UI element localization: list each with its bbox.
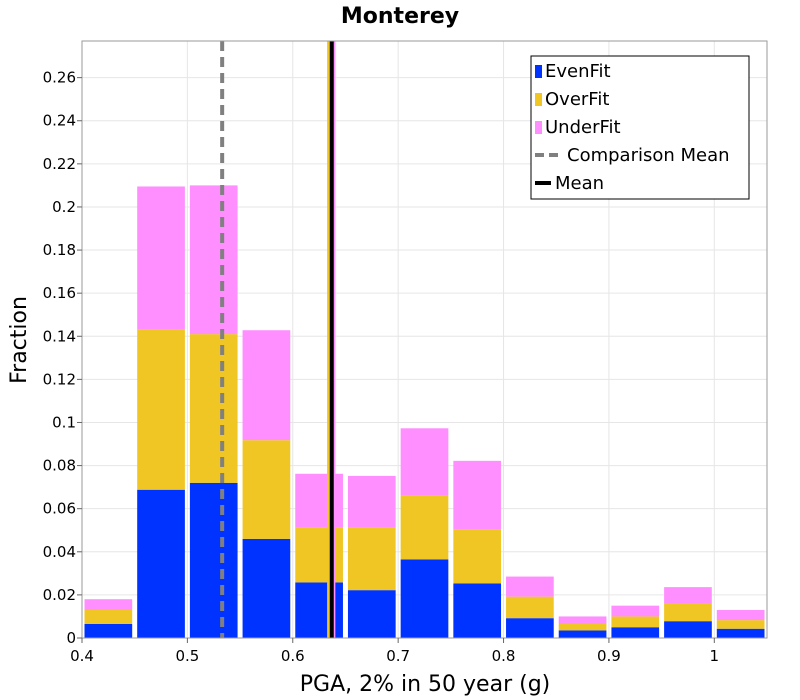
chart-title: Monterey xyxy=(341,4,459,29)
legend-swatch xyxy=(535,121,542,134)
y-tick-label: 0.1 xyxy=(52,413,76,431)
bar-evenfit xyxy=(295,582,343,638)
bar-evenfit xyxy=(453,583,502,638)
x-tick-label: 0.5 xyxy=(175,647,199,665)
reference-lines xyxy=(220,41,336,638)
x-tick-label: 0.6 xyxy=(281,647,305,665)
bar-evenfit xyxy=(716,628,765,638)
x-tick-label: 0.4 xyxy=(70,647,94,665)
bar-overfit xyxy=(716,620,765,629)
bar-overfit xyxy=(137,329,185,490)
bar-underfit xyxy=(189,185,238,335)
bar-underfit xyxy=(295,473,343,528)
bar-overfit xyxy=(664,603,712,622)
bar-overfit xyxy=(295,527,343,583)
bar-overfit xyxy=(558,623,607,631)
x-tick-label: 0.7 xyxy=(386,647,410,665)
legend-box xyxy=(530,55,750,200)
bar-evenfit xyxy=(189,482,238,638)
bar-overfit xyxy=(506,596,554,619)
y-tick-label: 0.26 xyxy=(43,69,76,87)
x-tick-label: 0.9 xyxy=(597,647,621,665)
x-axis-title: PGA, 2% in 50 year (g) xyxy=(300,672,551,697)
bar-underfit xyxy=(137,186,185,330)
x-tick-label: 0.8 xyxy=(492,647,516,665)
bar-evenfit xyxy=(506,618,554,638)
y-tick-label: 0.04 xyxy=(43,543,76,561)
bar-underfit xyxy=(347,475,396,528)
y-axis-title: Fraction xyxy=(7,296,32,384)
legend-label: Mean xyxy=(555,173,604,194)
legend-swatch xyxy=(535,93,542,106)
plot-area-frame xyxy=(81,40,768,639)
y-tick-label: 0.16 xyxy=(43,284,76,302)
bar-overfit xyxy=(242,440,291,539)
bar-underfit xyxy=(84,599,133,610)
legend-label: Comparison Mean xyxy=(567,145,730,166)
y-tick-label: 0.2 xyxy=(52,198,76,216)
bar-evenfit xyxy=(137,489,185,638)
y-tick-label: 0 xyxy=(66,629,76,647)
bar-evenfit xyxy=(400,559,449,638)
bar-evenfit xyxy=(611,627,660,638)
bar-evenfit xyxy=(84,623,133,638)
bar-underfit xyxy=(716,609,765,621)
legend-label: UnderFit xyxy=(545,117,621,138)
bar-evenfit xyxy=(347,590,396,638)
legend-label: OverFit xyxy=(545,89,609,110)
legend: EvenFit OverFit UnderFit Comparison Mean Mea… xyxy=(530,55,750,200)
x-axis: 0.4 0.5 0.6 0.7 0.8 0.9 1 xyxy=(70,638,719,665)
legend-swatch xyxy=(535,65,542,78)
bar-underfit xyxy=(558,616,607,624)
y-tick-label: 0.06 xyxy=(43,500,76,518)
y-axis: 0 0.02 0.04 0.06 0.08 0.1 0.12 0.14 0.16 0.18 0.2 0… xyxy=(43,69,82,647)
y-tick-label: 0.08 xyxy=(43,457,76,475)
bar-evenfit xyxy=(558,630,607,638)
y-tick-label: 0.22 xyxy=(43,155,76,173)
bar-overfit xyxy=(189,334,238,483)
bar-underfit xyxy=(611,605,660,617)
bar-underfit xyxy=(453,460,502,530)
bar-overfit xyxy=(453,529,502,584)
bar-evenfit xyxy=(664,621,712,638)
bar-underfit xyxy=(506,576,554,597)
y-tick-label: 0.18 xyxy=(43,241,76,259)
y-tick-label: 0.14 xyxy=(43,327,76,345)
bar-overfit xyxy=(84,609,133,624)
bar-underfit xyxy=(664,587,712,604)
bar-evenfit xyxy=(242,538,291,638)
bar-underfit xyxy=(400,428,449,496)
y-tick-label: 0.12 xyxy=(43,370,76,388)
bar-overfit xyxy=(400,495,449,560)
legend-label: EvenFit xyxy=(545,61,611,82)
bar-underfit xyxy=(242,330,291,441)
y-tick-label: 0.24 xyxy=(43,112,76,130)
y-tick-label: 0.02 xyxy=(43,586,76,604)
bar-overfit xyxy=(611,616,660,628)
x-tick-label: 1 xyxy=(710,647,720,665)
bar-overfit xyxy=(347,527,396,591)
